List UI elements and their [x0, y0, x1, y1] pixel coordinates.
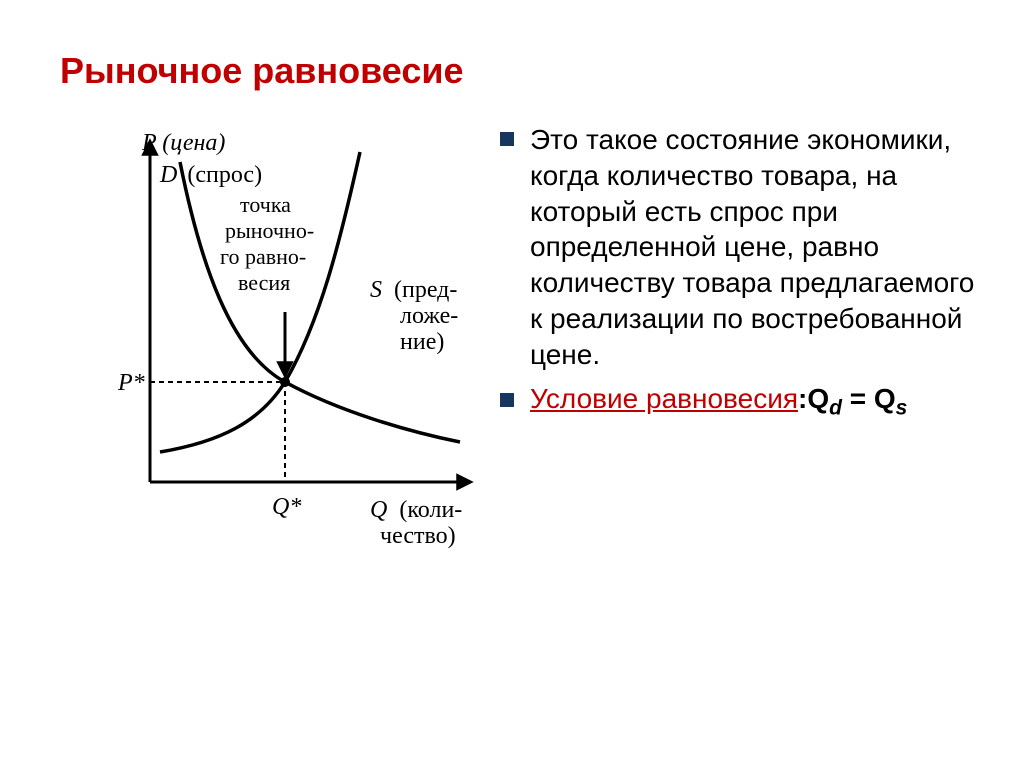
- condition-line: Условие равновесия:Qd = Qs: [530, 383, 907, 421]
- text-column: Это такое состояние экономики, когда кол…: [490, 122, 984, 430]
- y-axis-label: P (цена): [141, 130, 225, 156]
- content-row: P (цена) D (спрос) точка рыночно- го рав…: [60, 122, 984, 567]
- equilibrium-point: [280, 377, 290, 387]
- condition-formula: Qd = Qs: [807, 383, 907, 414]
- q-star-label: Q*: [272, 494, 301, 520]
- slide-title: Рыночное равновесие: [60, 50, 984, 92]
- slide: Рыночное равновесие: [0, 0, 1024, 767]
- chart-container: P (цена) D (спрос) точка рыночно- го рав…: [60, 122, 490, 567]
- bullet-condition: Условие равновесия:Qd = Qs: [500, 383, 984, 421]
- supply-label: S (пред- ложе- ние): [370, 277, 464, 355]
- bullet-icon: [500, 393, 514, 407]
- x-axis-label: Q (коли- чество): [370, 497, 468, 549]
- equilibrium-label: точка рыночно- го равно- весия: [220, 192, 320, 295]
- p-star-label: P*: [117, 370, 145, 396]
- condition-colon: :: [798, 383, 807, 414]
- bullet-icon: [500, 132, 514, 146]
- bullet-definition: Это такое состояние экономики, когда кол…: [500, 122, 984, 373]
- definition-text: Это такое состояние экономики, когда кол…: [530, 122, 984, 373]
- equilibrium-chart: P (цена) D (спрос) точка рыночно- го рав…: [60, 122, 490, 562]
- condition-label: Условие равновесия: [530, 383, 798, 414]
- demand-label: D (спрос): [159, 162, 262, 188]
